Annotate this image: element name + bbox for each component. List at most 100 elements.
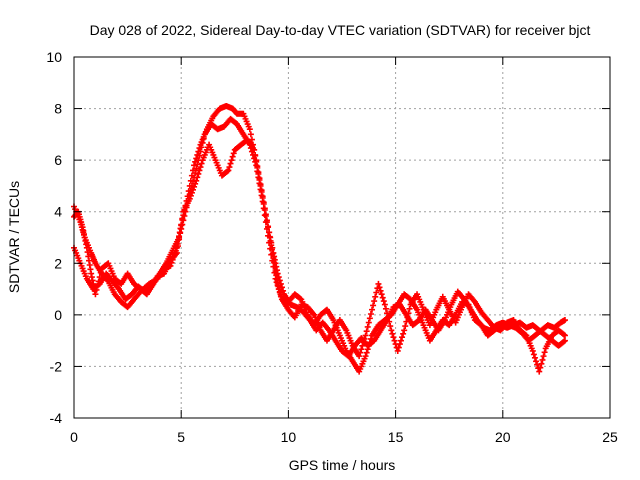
data-point xyxy=(227,160,234,167)
y-tick-label: 4 xyxy=(54,204,62,220)
data-point xyxy=(273,279,280,286)
data-point xyxy=(260,205,267,212)
data-point xyxy=(272,275,279,282)
data-point xyxy=(189,178,196,185)
data-point xyxy=(406,305,413,312)
data-point xyxy=(177,230,184,237)
y-tick-label: -4 xyxy=(50,410,63,426)
data-point xyxy=(191,174,198,181)
data-point xyxy=(188,182,195,189)
data-point xyxy=(364,346,371,353)
data-point xyxy=(390,334,397,341)
data-point xyxy=(373,289,380,296)
series-trace-3 xyxy=(71,115,568,375)
y-tick-label: 6 xyxy=(54,152,62,168)
data-point xyxy=(372,293,379,300)
data-point xyxy=(387,323,394,330)
y-tick-label: 8 xyxy=(54,101,62,117)
data-point xyxy=(192,170,199,177)
y-tick-label: 2 xyxy=(54,255,62,271)
data-point xyxy=(97,269,104,276)
data-point xyxy=(268,251,275,258)
data-point xyxy=(358,346,365,353)
x-tick-label: 25 xyxy=(602,429,618,445)
chart-title: Day 028 of 2022, Sidereal Day-to-day VTE… xyxy=(90,22,591,38)
data-point xyxy=(248,148,255,155)
data-point xyxy=(388,327,395,334)
data-point xyxy=(380,298,387,305)
x-tick-label: 0 xyxy=(70,429,78,445)
data-point xyxy=(196,152,203,159)
data-point xyxy=(253,162,260,169)
data-point xyxy=(276,277,283,284)
data-point xyxy=(359,342,366,349)
data-point xyxy=(367,335,374,342)
data-point xyxy=(254,168,261,175)
data-point xyxy=(183,204,190,211)
data-point xyxy=(362,353,369,360)
data-point xyxy=(179,221,186,228)
data-point xyxy=(376,284,383,291)
grid-lines xyxy=(74,57,610,418)
data-point xyxy=(199,139,206,146)
data-point xyxy=(275,286,282,293)
data-point xyxy=(540,353,547,360)
x-tick-label: 5 xyxy=(177,429,185,445)
data-point xyxy=(195,157,202,164)
data-point xyxy=(400,330,407,337)
data-points xyxy=(71,102,568,375)
data-point xyxy=(262,219,269,226)
data-point xyxy=(560,338,567,345)
data-point xyxy=(186,191,193,198)
data-point xyxy=(93,286,100,293)
x-axis-ticks: 0 5 10 15 20 25 xyxy=(70,57,618,445)
data-point xyxy=(96,274,103,281)
data-point xyxy=(396,341,403,348)
data-point xyxy=(176,234,183,241)
data-point xyxy=(224,168,231,175)
data-point xyxy=(225,167,232,174)
y-tick-label: -2 xyxy=(50,358,63,374)
data-point xyxy=(251,155,258,162)
data-point xyxy=(389,330,396,337)
data-point xyxy=(378,291,385,298)
data-point xyxy=(246,141,253,148)
data-point xyxy=(266,229,273,236)
data-point xyxy=(369,306,376,313)
data-point xyxy=(280,287,287,294)
data-point xyxy=(391,337,398,344)
data-point xyxy=(402,323,409,330)
data-point xyxy=(397,337,404,344)
data-point xyxy=(275,274,282,281)
data-point xyxy=(370,302,377,309)
data-point xyxy=(561,337,568,344)
data-point xyxy=(193,177,200,184)
data-point xyxy=(173,249,180,256)
data-point xyxy=(263,225,270,232)
data-point xyxy=(371,298,378,305)
y-tick-label: 10 xyxy=(46,49,62,65)
data-point xyxy=(265,232,272,239)
data-point xyxy=(274,282,281,289)
data-point xyxy=(246,126,253,133)
data-point xyxy=(261,212,268,219)
data-point xyxy=(277,292,284,299)
data-point xyxy=(228,157,235,164)
data-point xyxy=(561,317,568,324)
data-point xyxy=(193,165,200,172)
data-point xyxy=(367,310,374,317)
data-point xyxy=(362,332,369,339)
data-point xyxy=(198,160,205,167)
data-point xyxy=(274,270,281,277)
data-point xyxy=(538,360,545,367)
data-point xyxy=(200,135,207,142)
data-point xyxy=(365,319,372,326)
x-tick-label: 10 xyxy=(281,429,297,445)
data-point xyxy=(395,344,402,351)
data-point xyxy=(255,174,262,181)
data-point xyxy=(269,257,276,264)
data-point xyxy=(363,349,370,356)
data-point xyxy=(366,315,373,322)
data-point xyxy=(262,213,269,220)
